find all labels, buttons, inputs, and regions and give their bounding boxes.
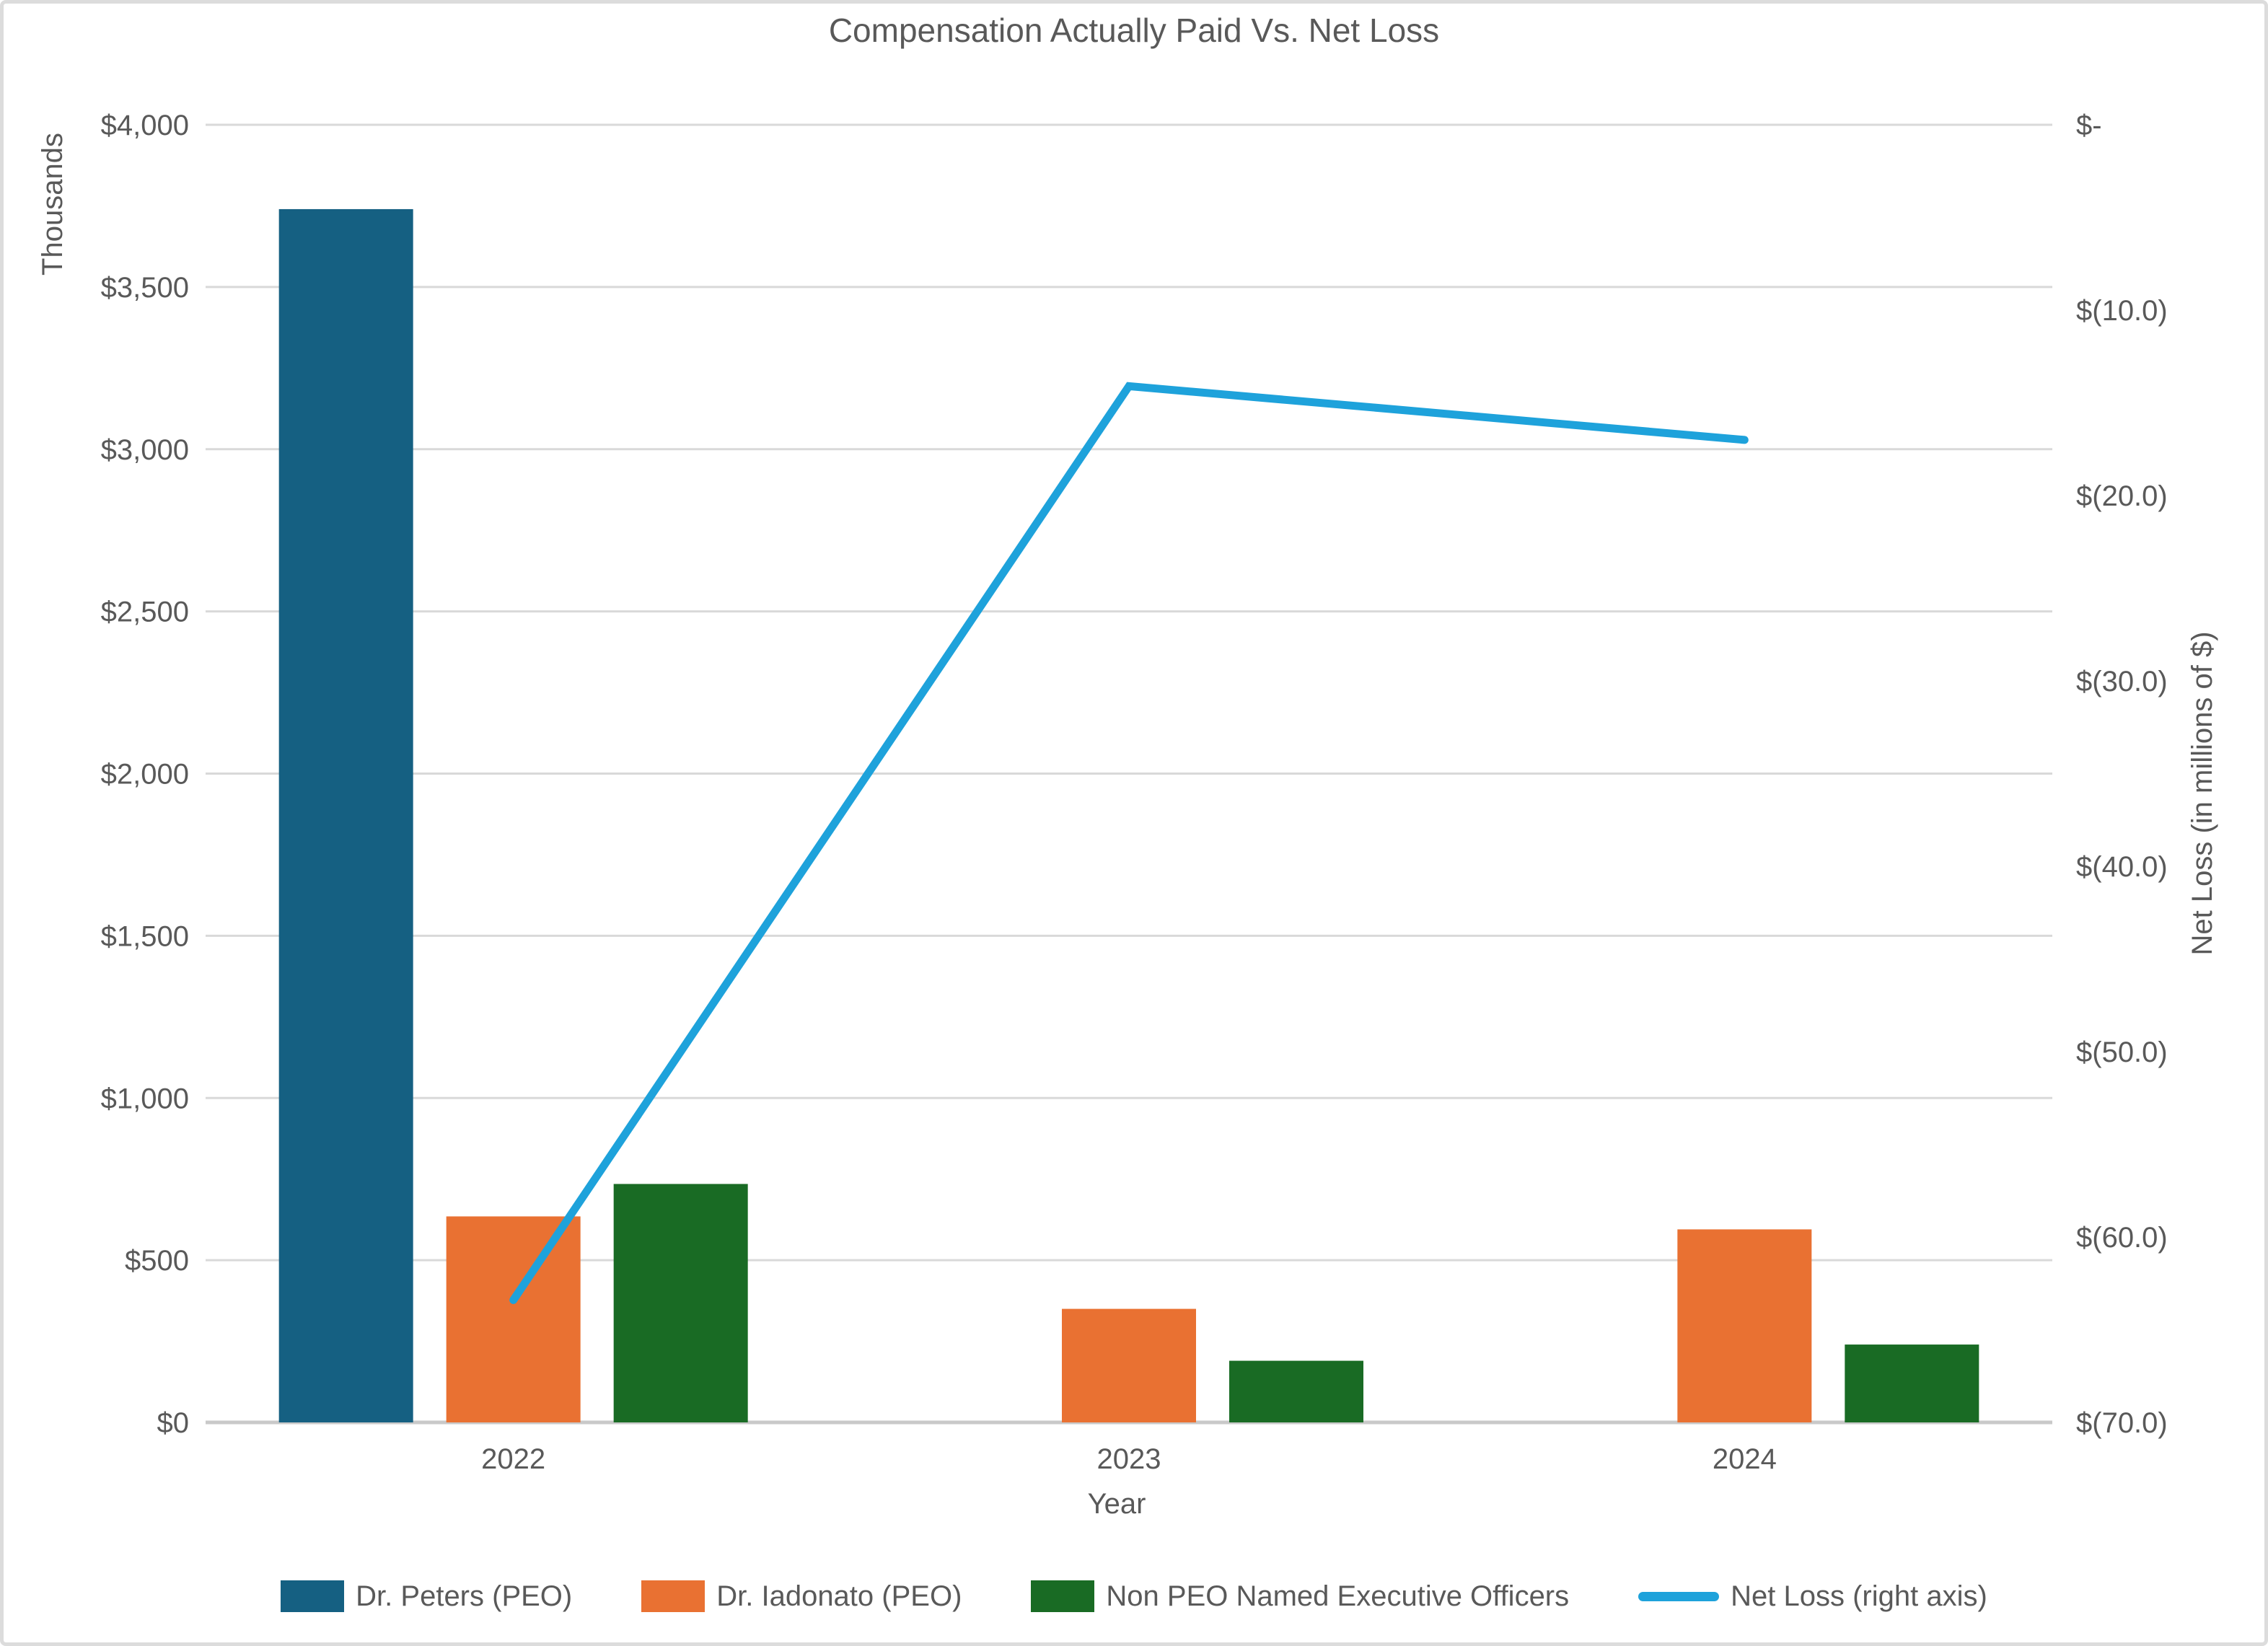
right-axis-tick-label: $(50.0) (2076, 1037, 2168, 1068)
right-axis-tick-label: $(10.0) (2076, 295, 2168, 327)
legend-label: Net Loss (right axis) (1731, 1580, 1987, 1612)
right-axis-ticks: $- $(10.0) $(20.0) $(30.0) $(40.0) $(50.0) $(6… (2076, 110, 2168, 1439)
left-axis-tick-label: $4,000 (101, 110, 189, 141)
right-axis-tick-label: $(20.0) (2076, 480, 2168, 512)
left-axis-tick-label: $2,500 (101, 597, 189, 628)
legend-label: Dr. Iadonato (PEO) (716, 1580, 962, 1612)
chart-title: Compensation Actually Paid Vs. Net Loss (829, 12, 1439, 49)
x-axis-tick-label: 2023 (1097, 1443, 1161, 1475)
bar-dr-iadonato-peo- (446, 1216, 581, 1422)
legend-label: Dr. Peters (PEO) (356, 1580, 573, 1612)
legend-color-swatch-icon (281, 1580, 345, 1612)
left-axis-tick-label: $1,000 (101, 1083, 189, 1114)
left-axis-tick-label: $2,000 (101, 759, 189, 791)
left-axis-tick-label: $3,000 (101, 434, 189, 466)
legend-color-swatch-icon (641, 1580, 706, 1612)
left-axis-tick-label: $0 (157, 1407, 190, 1439)
right-axis-tick-label: $(40.0) (2076, 851, 2168, 883)
legend-label: Non PEO Named Executive Officers (1106, 1580, 1570, 1612)
left-axis-tick-label: $3,500 (101, 272, 189, 304)
bar-dr-peters-peo- (278, 208, 413, 1422)
legend-color-swatch-icon (1031, 1580, 1095, 1612)
bars-group (278, 208, 1979, 1422)
netloss-line-group (509, 382, 1749, 1304)
legend: Dr. Peters (PEO) Dr. Iadonato (PEO) Non PE… (0, 1571, 2268, 1621)
x-axis-tick-label: 2024 (1713, 1443, 1777, 1475)
left-axis-ticks: $4,000 $3,500 $3,000 $2,500 $2,000 $1,500 $1,0… (101, 110, 189, 1439)
x-axis-title: Year (1088, 1488, 1146, 1520)
bar-non-peo-named-executive-officers (1845, 1344, 1979, 1422)
right-axis-tick-label: $(30.0) (2076, 666, 2168, 697)
bar-dr-iadonato-peo- (1677, 1229, 1812, 1422)
legend-item: Dr. Peters (PEO) (281, 1580, 572, 1613)
bar-non-peo-named-executive-officers (613, 1184, 748, 1422)
right-axis-tick-label: $- (2076, 110, 2102, 141)
legend-item: Net Loss (right axis) (1638, 1580, 1987, 1613)
legend-item: Non PEO Named Executive Officers (1031, 1580, 1569, 1613)
bar-dr-iadonato-peo- (1062, 1308, 1196, 1422)
x-axis-tick-label: 2022 (481, 1443, 545, 1475)
right-axis-title: Net Loss (in millions of $) (2186, 631, 2218, 955)
legend-item: Dr. Iadonato (PEO) (641, 1580, 962, 1613)
x-axis-ticks: 2022 2023 2024 (481, 1443, 1777, 1475)
bar-non-peo-named-executive-officers (1229, 1360, 1363, 1422)
netloss-line (509, 382, 1749, 1304)
right-axis-tick-label: $(60.0) (2076, 1222, 2168, 1254)
legend-line-swatch-icon (1638, 1591, 1720, 1601)
left-axis-tick-label: $500 (125, 1245, 189, 1277)
left-axis-title: Thousands (37, 133, 69, 276)
right-axis-tick-label: $(70.0) (2076, 1407, 2168, 1439)
left-axis-tick-label: $1,500 (101, 920, 189, 952)
